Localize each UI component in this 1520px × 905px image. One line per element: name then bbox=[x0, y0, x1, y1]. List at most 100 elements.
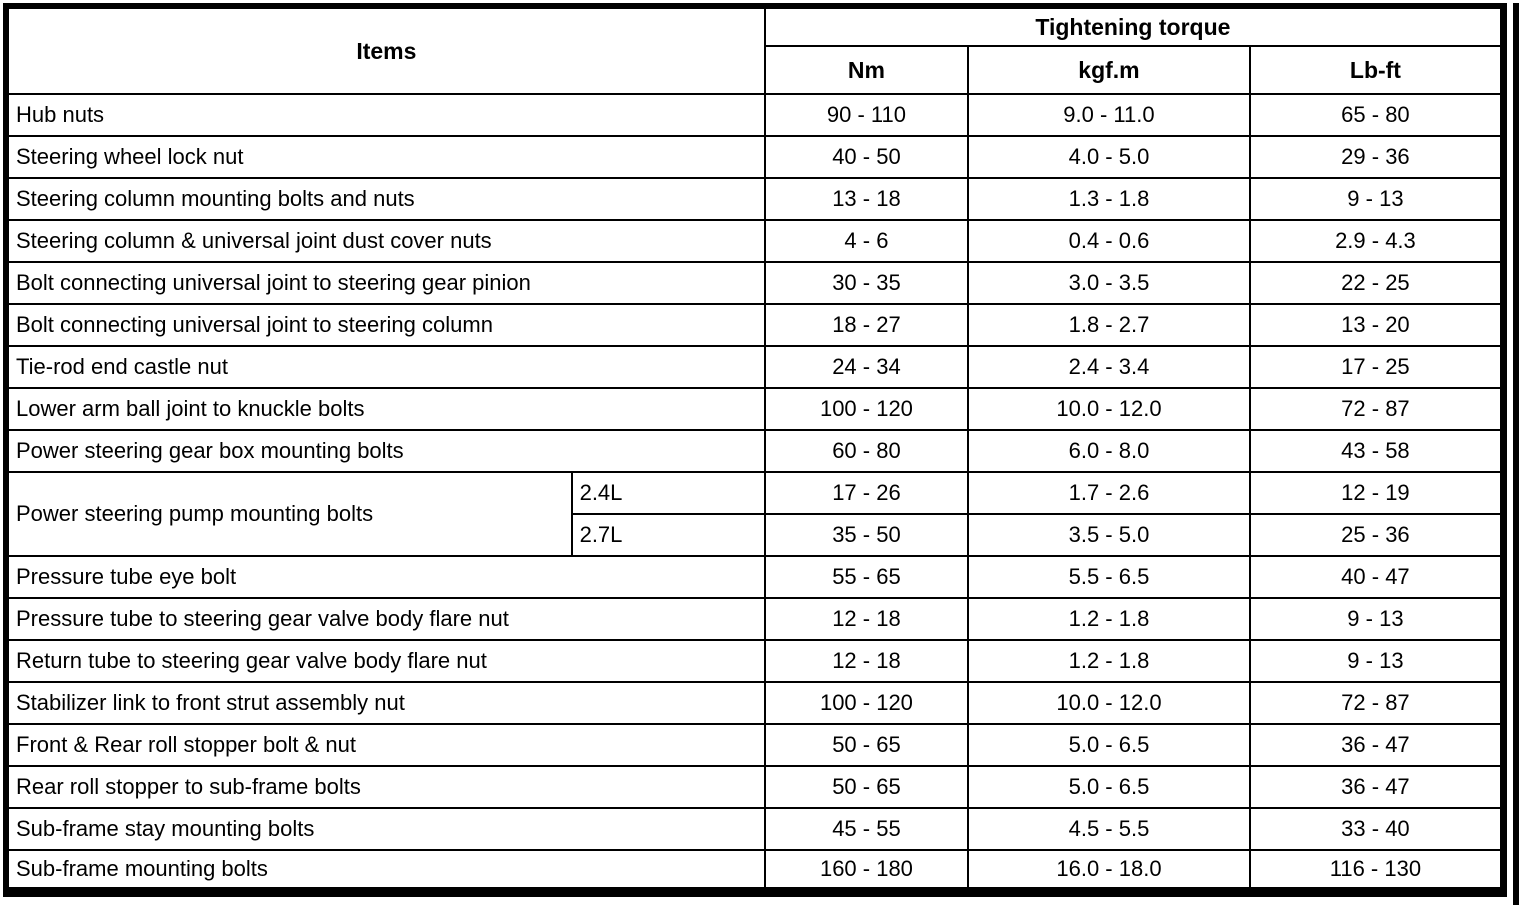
unit-header-lbft: Lb-ft bbox=[1248, 45, 1505, 95]
lbft-value-cell: 72 - 87 bbox=[1248, 387, 1505, 431]
nm-value-cell: 13 - 18 bbox=[763, 177, 970, 221]
table-row: Sub-frame mounting bolts 160 - 180 16.0 - … bbox=[5, 849, 1505, 893]
lbft-value-cell: 40 - 47 bbox=[1248, 555, 1505, 599]
kgfm-value-cell: 6.0 - 8.0 bbox=[967, 429, 1251, 473]
table-row: Steering column mounting bolts and nuts 1… bbox=[5, 177, 1505, 221]
lbft-value-cell: 22 - 25 bbox=[1248, 261, 1505, 305]
item-cell: Sub-frame mounting bolts bbox=[5, 849, 766, 893]
kgfm-value-cell: 4.5 - 5.5 bbox=[967, 807, 1251, 851]
tightening-torque-table: Items Tightening torque Nm kgf.m Lb-ft H… bbox=[3, 3, 1507, 897]
lbft-value-cell: 12 - 19 bbox=[1248, 471, 1505, 515]
table-row: Tie-rod end castle nut 24 - 34 2.4 - 3.4 17… bbox=[5, 345, 1505, 389]
nm-value-cell: 60 - 80 bbox=[763, 429, 970, 473]
nm-value-cell: 90 - 110 bbox=[763, 93, 970, 137]
item-cell: Sub-frame stay mounting bolts bbox=[5, 807, 766, 851]
group-header-row: Items Tightening torque bbox=[5, 5, 1505, 95]
lbft-value-cell: 72 - 87 bbox=[1248, 681, 1505, 725]
nm-value-cell: 160 - 180 bbox=[763, 849, 970, 893]
tightening-torque-header-cell: Tightening torque bbox=[763, 5, 1505, 47]
table-row: Hub nuts 90 - 110 9.0 - 11.0 65 - 80 bbox=[5, 93, 1505, 137]
unit-header-row: Nm kgf.m Lb-ft bbox=[6, 45, 1505, 95]
item-cell: Bolt connecting universal joint to steer… bbox=[5, 303, 766, 347]
lbft-value-cell: 43 - 58 bbox=[1248, 429, 1505, 473]
nm-value-cell: 18 - 27 bbox=[763, 303, 970, 347]
item-cell: Lower arm ball joint to knuckle bolts bbox=[5, 387, 766, 431]
nm-value-cell: 40 - 50 bbox=[763, 135, 970, 179]
lbft-value-cell: 9 - 13 bbox=[1248, 597, 1505, 641]
table-row: Steering column & universal joint dust c… bbox=[5, 219, 1505, 263]
engine-variant-cell: 2.7L bbox=[570, 513, 766, 557]
item-cell: Pressure tube to steering gear valve bod… bbox=[5, 597, 766, 641]
kgfm-value-cell: 3.0 - 3.5 bbox=[967, 261, 1251, 305]
table-row: Stabilizer link to front strut assembly … bbox=[5, 681, 1505, 725]
lbft-value-cell: 65 - 80 bbox=[1248, 93, 1505, 137]
nm-value-cell: 17 - 26 bbox=[763, 471, 970, 515]
kgfm-value-cell: 1.7 - 2.6 bbox=[967, 471, 1251, 515]
kgfm-value-cell: 3.5 - 5.0 bbox=[967, 513, 1251, 557]
lbft-value-cell: 33 - 40 bbox=[1248, 807, 1505, 851]
item-cell: Steering column mounting bolts and nuts bbox=[5, 177, 766, 221]
item-cell: Front & Rear roll stopper bolt & nut bbox=[5, 723, 766, 767]
item-cell: Bolt connecting universal joint to steer… bbox=[5, 261, 766, 305]
lbft-value-cell: 13 - 20 bbox=[1248, 303, 1505, 347]
table-row: Power steering gear box mounting bolts 60… bbox=[5, 429, 1505, 473]
items-header-cell: Items bbox=[5, 5, 766, 95]
table-row: Steering wheel lock nut 40 - 50 4.0 - 5.0 2… bbox=[5, 135, 1505, 179]
lbft-value-cell: 36 - 47 bbox=[1248, 723, 1505, 767]
item-cell: Hub nuts bbox=[5, 93, 766, 137]
kgfm-value-cell: 1.8 - 2.7 bbox=[967, 303, 1251, 347]
table-row: Lower arm ball joint to knuckle bolts 100… bbox=[5, 387, 1505, 431]
table-row: Bolt connecting universal joint to steer… bbox=[5, 303, 1505, 347]
lbft-value-cell: 36 - 47 bbox=[1248, 765, 1505, 809]
nm-value-cell: 45 - 55 bbox=[763, 807, 970, 851]
nm-value-cell: 12 - 18 bbox=[763, 597, 970, 641]
kgfm-value-cell: 5.5 - 6.5 bbox=[967, 555, 1251, 599]
nm-value-cell: 55 - 65 bbox=[763, 555, 970, 599]
table-header: Items Tightening torque Nm kgf.m Lb-ft bbox=[5, 5, 1505, 95]
item-cell: Return tube to steering gear valve body … bbox=[5, 639, 766, 683]
lbft-value-cell: 9 - 13 bbox=[1248, 639, 1505, 683]
kgfm-value-cell: 2.4 - 3.4 bbox=[967, 345, 1251, 389]
kgfm-value-cell: 16.0 - 18.0 bbox=[967, 849, 1251, 893]
lbft-value-cell: 25 - 36 bbox=[1248, 513, 1505, 557]
kgfm-value-cell: 1.3 - 1.8 bbox=[967, 177, 1251, 221]
table-row: Pressure tube eye bolt 55 - 65 5.5 - 6.5 40… bbox=[5, 555, 1505, 599]
nm-value-cell: 50 - 65 bbox=[763, 765, 970, 809]
table-row: Sub-frame stay mounting bolts 45 - 55 4.5 … bbox=[5, 807, 1505, 851]
nm-value-cell: 35 - 50 bbox=[763, 513, 970, 557]
nm-value-cell: 24 - 34 bbox=[763, 345, 970, 389]
kgfm-value-cell: 5.0 - 6.5 bbox=[967, 765, 1251, 809]
lbft-value-cell: 2.9 - 4.3 bbox=[1248, 219, 1505, 263]
table-row: Return tube to steering gear valve body … bbox=[5, 639, 1505, 683]
unit-header-nm: Nm bbox=[763, 45, 970, 95]
item-cell: Steering wheel lock nut bbox=[5, 135, 766, 179]
nm-value-cell: 100 - 120 bbox=[763, 387, 970, 431]
page-edge-line bbox=[1513, 3, 1519, 905]
nm-value-cell: 4 - 6 bbox=[763, 219, 970, 263]
item-cell: Power steering gear box mounting bolts bbox=[5, 429, 766, 473]
item-cell: Stabilizer link to front strut assembly … bbox=[5, 681, 766, 725]
kgfm-value-cell: 5.0 - 6.5 bbox=[967, 723, 1251, 767]
item-cell: Pressure tube eye bolt bbox=[5, 555, 766, 599]
kgfm-value-cell: 1.2 - 1.8 bbox=[967, 639, 1251, 683]
kgfm-value-cell: 0.4 - 0.6 bbox=[967, 219, 1251, 263]
lbft-value-cell: 9 - 13 bbox=[1248, 177, 1505, 221]
nm-value-cell: 50 - 65 bbox=[763, 723, 970, 767]
lbft-value-cell: 29 - 36 bbox=[1248, 135, 1505, 179]
kgfm-value-cell: 10.0 - 12.0 bbox=[967, 681, 1251, 725]
table-row: Pressure tube to steering gear valve bod… bbox=[5, 597, 1505, 641]
kgfm-value-cell: 1.2 - 1.8 bbox=[967, 597, 1251, 641]
nm-value-cell: 100 - 120 bbox=[763, 681, 970, 725]
item-cell: Power steering pump mounting bolts bbox=[5, 471, 573, 557]
table-row: Rear roll stopper to sub-frame bolts 50 -… bbox=[5, 765, 1505, 809]
item-cell: Tie-rod end castle nut bbox=[5, 345, 766, 389]
lbft-value-cell: 116 - 130 bbox=[1248, 849, 1505, 893]
nm-value-cell: 12 - 18 bbox=[763, 639, 970, 683]
kgfm-value-cell: 9.0 - 11.0 bbox=[967, 93, 1251, 137]
lbft-value-cell: 17 - 25 bbox=[1248, 345, 1505, 389]
kgfm-value-cell: 10.0 - 12.0 bbox=[967, 387, 1251, 431]
table-row: Power steering pump mounting bolts 2.4L 17… bbox=[5, 471, 1505, 557]
item-cell: Steering column & universal joint dust c… bbox=[5, 219, 766, 263]
table-row: Bolt connecting universal joint to steer… bbox=[5, 261, 1505, 305]
table-row: 2.7L 35 - 50 3.5 - 5.0 25 - 36 bbox=[6, 513, 1505, 557]
